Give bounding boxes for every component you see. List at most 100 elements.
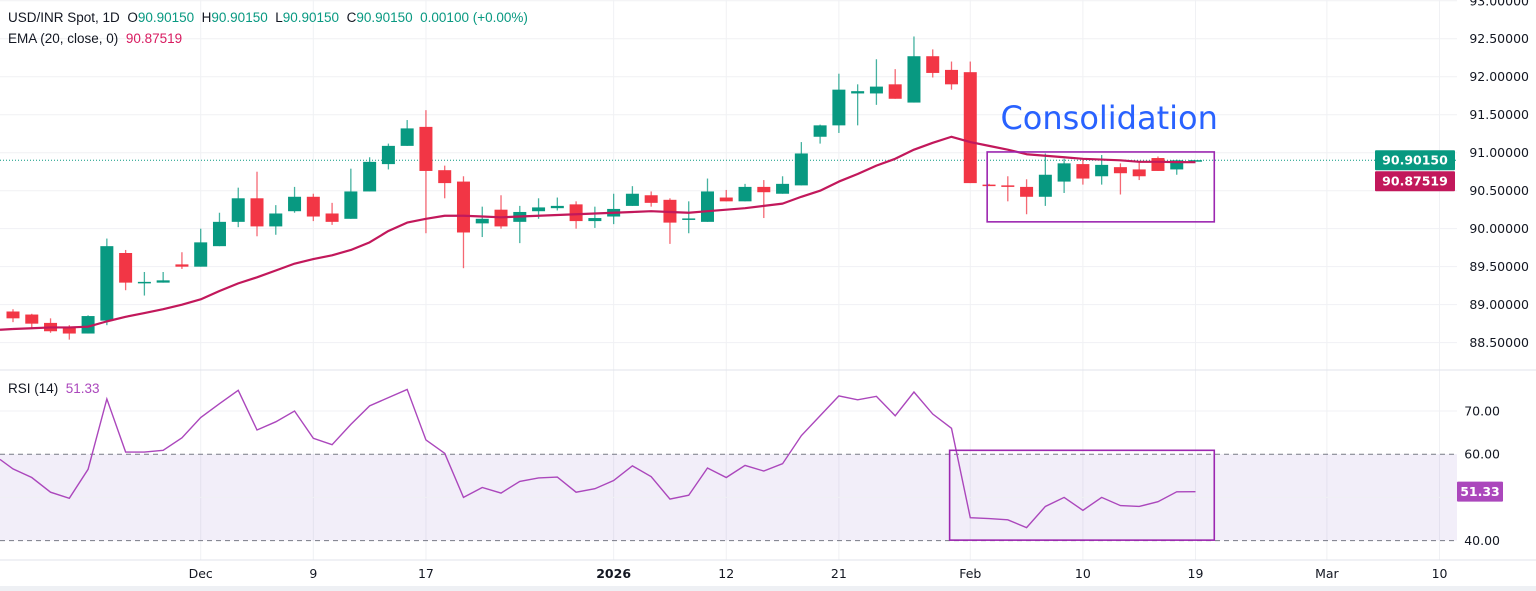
candle[interactable]	[588, 206, 602, 228]
candle-body-down	[6, 311, 20, 319]
ema-price-tag-bg	[1375, 171, 1455, 192]
rsi-line[interactable]	[0, 388, 1196, 529]
candle[interactable]	[1001, 176, 1015, 202]
candle[interactable]	[813, 124, 827, 144]
candle-body-up	[212, 221, 226, 247]
candle[interactable]	[907, 36, 921, 103]
candle[interactable]	[945, 61, 958, 90]
candle[interactable]	[119, 249, 133, 291]
candle[interactable]	[851, 84, 865, 126]
ema-legend[interactable]: EMA (20, close, 0) 90.87519	[8, 31, 182, 46]
candle-body-down	[1001, 185, 1015, 187]
low-value: 90.90150	[282, 10, 340, 25]
candle[interactable]	[325, 202, 339, 225]
candle-body-up	[100, 246, 114, 321]
candle[interactable]	[212, 212, 226, 247]
candle[interactable]	[700, 178, 714, 222]
candle-body-down	[25, 314, 39, 324]
candle[interactable]	[6, 309, 20, 323]
candle[interactable]	[682, 201, 696, 234]
candle[interactable]	[475, 206, 489, 238]
time-axis-tick: 2026	[596, 566, 631, 581]
rsi-axis-tick: 70.00	[1464, 404, 1500, 419]
candle[interactable]	[982, 183, 996, 187]
price-axis-tick: 91.00000	[1469, 145, 1529, 160]
candle[interactable]	[1132, 162, 1146, 181]
candle[interactable]	[156, 271, 170, 283]
candle[interactable]	[400, 120, 414, 146]
candle[interactable]	[456, 176, 470, 269]
price-axis-tick: 91.50000	[1469, 107, 1529, 122]
candle[interactable]	[963, 61, 977, 184]
candle-body-down	[569, 204, 583, 222]
candle[interactable]	[625, 186, 639, 206]
candle[interactable]	[137, 271, 151, 296]
candle-body-down	[456, 181, 470, 233]
last-price-tag: 90.90150	[1382, 153, 1448, 168]
candle[interactable]	[344, 168, 358, 219]
ema-line[interactable]	[12, 135, 1196, 331]
candle[interactable]	[757, 180, 771, 219]
candle[interactable]	[175, 252, 189, 269]
open-label: O	[127, 10, 138, 25]
candle[interactable]	[926, 49, 940, 78]
candle-body-up	[344, 191, 358, 219]
candle-body-up	[400, 128, 414, 146]
candle[interactable]	[794, 142, 808, 186]
candle[interactable]	[1076, 159, 1090, 185]
candle[interactable]	[550, 197, 564, 211]
candle[interactable]	[269, 205, 283, 235]
candle-body-down	[963, 72, 977, 184]
candle[interactable]	[1020, 179, 1034, 215]
candle-body-up	[288, 196, 302, 212]
close-value: 90.90150	[356, 10, 413, 25]
candle-body-down	[1020, 186, 1034, 197]
candle[interactable]	[306, 193, 320, 222]
rsi-axis-tick: 40.00	[1464, 533, 1500, 548]
candle[interactable]	[381, 143, 395, 170]
time-axis-tick: Mar	[1315, 566, 1339, 581]
candle[interactable]	[1189, 160, 1203, 162]
candle[interactable]	[776, 176, 790, 194]
candle[interactable]	[832, 73, 846, 133]
price-axis-tick: 90.00000	[1469, 221, 1529, 236]
candle[interactable]	[719, 189, 733, 202]
consolidation-label[interactable]: Consolidation	[1000, 99, 1217, 137]
candle-body-down	[419, 126, 433, 171]
candle-body-down	[175, 264, 189, 267]
candle[interactable]	[1151, 156, 1165, 171]
price-axis-tick: 89.50000	[1469, 259, 1529, 274]
candle-body-down	[306, 196, 320, 217]
candle-body-down	[62, 327, 76, 334]
candle[interactable]	[1057, 158, 1071, 193]
rsi-label: RSI (14)	[8, 381, 59, 396]
candle-body-up	[1057, 163, 1071, 182]
consolidation-box[interactable]	[986, 151, 1216, 223]
candle-body-up	[1189, 160, 1203, 162]
candle[interactable]	[644, 191, 658, 207]
rsi-consolidation-box[interactable]	[948, 449, 1216, 541]
candle[interactable]	[438, 165, 452, 199]
candle[interactable]	[25, 313, 39, 329]
candle[interactable]	[869, 59, 883, 105]
candle[interactable]	[1113, 163, 1127, 195]
candle-body-down	[1113, 167, 1127, 174]
time-axis-tick: 19	[1188, 566, 1204, 581]
candle-body-up	[532, 207, 546, 212]
candle[interactable]	[81, 315, 95, 334]
candle[interactable]	[231, 187, 245, 228]
time-axis-tick: 10	[1432, 566, 1448, 581]
candle[interactable]	[363, 157, 377, 192]
price-axis-tick: 90.50000	[1469, 183, 1529, 198]
rsi-legend[interactable]: RSI (14) 51.33	[8, 381, 100, 396]
candle-body-up	[907, 56, 921, 103]
candle[interactable]	[888, 69, 902, 99]
candle[interactable]	[194, 228, 208, 267]
candle[interactable]	[288, 186, 302, 213]
candle[interactable]	[419, 110, 433, 234]
candle[interactable]	[1038, 153, 1052, 206]
candle[interactable]	[250, 171, 264, 237]
candle[interactable]	[738, 183, 752, 202]
candle[interactable]	[100, 238, 114, 326]
